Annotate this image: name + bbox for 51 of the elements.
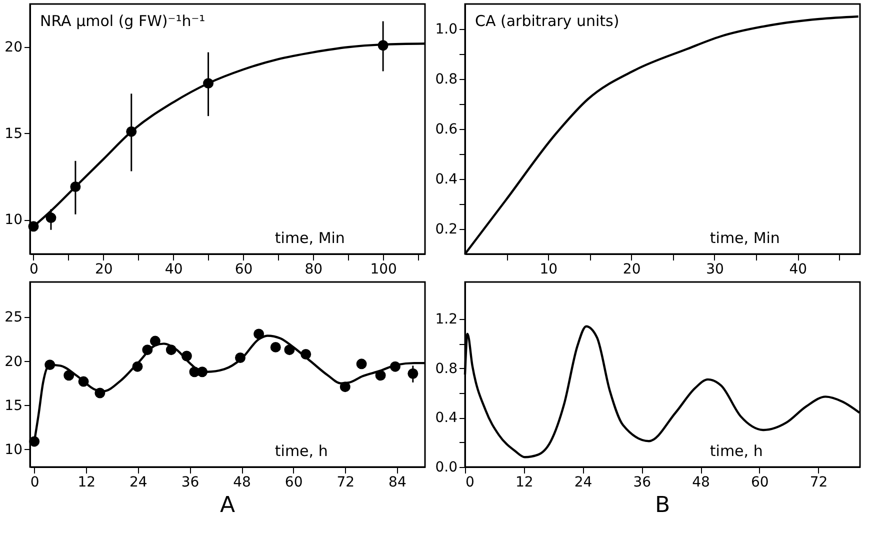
x-tick-label: 0	[30, 262, 38, 278]
x-tick-label: 12	[78, 474, 96, 490]
point	[356, 358, 367, 370]
x-axis-title: time, Min	[274, 229, 345, 247]
x-tick-label: 40	[789, 262, 808, 278]
y-tick-label: 15	[4, 398, 22, 414]
x-tick-label: 36	[633, 474, 652, 490]
y-tick-label: 15	[4, 126, 22, 142]
y-tick-label: 0.0	[435, 460, 458, 476]
point	[270, 342, 281, 352]
y-tick-label: 1.2	[435, 312, 458, 328]
y-axis-title: CA (arbitrary units)	[475, 12, 620, 30]
x-tick-label: 30	[706, 262, 724, 278]
x-tick-label: 10	[540, 262, 558, 278]
y-tick-label: 0.6	[435, 122, 458, 138]
y-tick-label: 20	[4, 40, 22, 56]
y-tick-label: 1.0	[435, 22, 458, 38]
y-tick-label: 0.8	[435, 360, 458, 377]
y-tick-label: 10	[4, 212, 22, 228]
x-tick-label: 72	[336, 474, 355, 490]
x-tick-label: 24	[574, 474, 592, 490]
y-tick-label: 0.4	[435, 172, 458, 188]
y-tick-label: 0.8	[435, 72, 458, 88]
x-tick-label: 36	[181, 474, 200, 490]
text: B	[654, 493, 670, 518]
y-tick-label: 0.2	[435, 222, 458, 238]
x-tick-label: 40	[164, 262, 183, 278]
x-tick-label: 100	[370, 262, 397, 278]
y-axis-title: NRA µmol (g FW)⁻¹h⁻¹	[40, 12, 206, 30]
y-tick-label: 25	[4, 310, 22, 326]
x-tick-label: 12	[515, 474, 534, 490]
x-tick-label: 60	[750, 474, 769, 490]
x-tick-label: 60	[234, 262, 253, 278]
x-tick-label: 84	[388, 474, 406, 490]
x-tick-label: 48	[233, 474, 251, 490]
x-tick-label: 0	[30, 474, 40, 490]
x-tick-label: 20	[94, 262, 113, 278]
x-tick-label: 60	[284, 474, 303, 490]
x-axis-title: time, Min	[710, 229, 780, 247]
x-tick-label: 24	[130, 474, 148, 490]
x-tick-label: 80	[304, 262, 323, 278]
y-tick-label: 10	[4, 442, 22, 458]
x-axis-title: time, h	[710, 442, 763, 460]
x-tick-label: 72	[810, 474, 828, 490]
x-tick-label: 48	[692, 474, 710, 490]
x-tick-label: 0	[466, 474, 474, 490]
y-tick-label: 0.4	[435, 410, 458, 426]
y-tick-label: 20	[4, 354, 22, 370]
x-tick-label: 20	[622, 262, 641, 278]
x-axis-title: time, h	[274, 442, 328, 460]
text: A	[220, 493, 236, 518]
